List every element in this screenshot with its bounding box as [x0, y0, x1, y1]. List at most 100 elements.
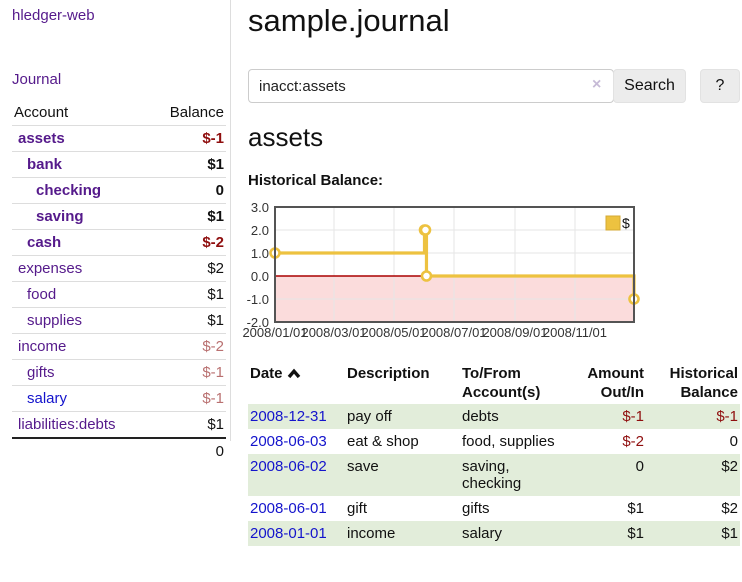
date-column-header[interactable]: Date [248, 362, 345, 404]
account-link[interactable]: income [18, 338, 67, 355]
search-input[interactable] [248, 69, 614, 103]
account-name-cell: bank [12, 151, 150, 178]
transaction-date-link[interactable]: 2008-06-03 [250, 433, 327, 450]
account-link[interactable]: assets [18, 130, 65, 147]
svg-text:1.0: 1.0 [251, 246, 269, 261]
svg-text:-2.0: -2.0 [247, 315, 269, 330]
account-balance: $-2 [149, 333, 226, 360]
transaction-row: 2008-06-03 eat & shop food, supplies $-2 0 [248, 429, 740, 454]
sidebar: hledger-web Journal Account Balance asse… [0, 0, 231, 464]
accounts-table-header: Account Balance [12, 100, 226, 126]
transaction-description: income [347, 525, 396, 542]
account-row: bank $1 [12, 151, 226, 178]
svg-text:2008/01/01: 2008/01/01 [242, 325, 307, 340]
svg-text:3.0: 3.0 [251, 200, 269, 215]
account-link[interactable]: gifts [27, 364, 55, 381]
transaction-amount: 0 [635, 458, 644, 475]
balance-column-header: Balance [169, 104, 224, 121]
transactions-table: Date Description To/From Account(s) Amou… [248, 362, 740, 546]
account-link[interactable]: supplies [27, 312, 83, 329]
transaction-balance: $2 [721, 500, 738, 517]
svg-text:$: $ [622, 215, 630, 231]
transaction-date-link[interactable]: 2008-06-02 [250, 458, 327, 475]
page-title: sample.journal [248, 3, 450, 38]
transaction-accounts: food, supplies [462, 433, 555, 450]
account-link[interactable]: salary [27, 390, 68, 407]
account-name-cell: assets [12, 125, 150, 152]
account-row: food $1 [12, 281, 226, 308]
account-link[interactable]: food [27, 286, 57, 303]
svg-text:2008/07/01: 2008/07/01 [421, 325, 486, 340]
account-row: cash $-2 [12, 229, 226, 256]
transaction-description: gift [347, 500, 368, 517]
transaction-row: 2008-06-01 gift gifts $1 $2 [248, 496, 740, 521]
sidebar-item-journal[interactable]: Journal [12, 71, 62, 88]
account-row: checking 0 [12, 177, 226, 204]
transaction-amount: $1 [627, 525, 644, 542]
svg-text:2008/11/01: 2008/11/01 [543, 325, 607, 340]
transaction-description: eat & shop [347, 433, 419, 450]
account-name-cell: cash [12, 229, 150, 256]
app-title-link[interactable]: hledger-web [12, 7, 95, 24]
transaction-amount: $-2 [622, 433, 644, 450]
sort-ascending-icon [287, 365, 301, 384]
account-name-cell: expenses [12, 255, 150, 282]
account-name-cell: supplies [12, 307, 150, 334]
accounts-total-spacer [12, 437, 150, 464]
transaction-amount: $1 [627, 500, 644, 517]
transaction-accounts: gifts [462, 500, 490, 517]
svg-text:0.0: 0.0 [251, 269, 269, 284]
account-row: gifts $-1 [12, 359, 226, 386]
account-row: salary $-1 [12, 385, 226, 412]
transaction-date-cell: 2008-06-01 [248, 496, 345, 521]
svg-text:-1.0: -1.0 [247, 292, 269, 307]
transaction-row: 2008-06-02 save saving, checking 0 $2 [248, 454, 740, 496]
account-balance: $-1 [149, 125, 226, 152]
account-link[interactable]: liabilities:debts [18, 416, 116, 433]
account-name-cell: food [12, 281, 150, 308]
account-name-cell: checking [12, 177, 150, 204]
account-name-cell: saving [12, 203, 150, 230]
search-button[interactable]: Search [613, 69, 686, 103]
transaction-accounts: debts [462, 408, 499, 425]
transaction-date-cell: 2008-12-31 [248, 404, 345, 429]
account-balance: $-1 [149, 385, 226, 412]
svg-text:2008/03/01: 2008/03/01 [301, 325, 366, 340]
account-link[interactable]: checking [36, 182, 102, 199]
account-heading: assets [248, 122, 324, 152]
account-link[interactable]: expenses [18, 260, 83, 277]
account-name-cell: salary [12, 385, 150, 412]
account-balance: $1 [149, 411, 226, 438]
transaction-date-link[interactable]: 2008-06-01 [250, 500, 327, 517]
accounts-column-header: To/From Account(s) [462, 365, 541, 401]
accounts-table: Account Balance assets $-1 bank $1 checking 0… [12, 100, 226, 464]
balance-column-header: Historical Balance [669, 365, 738, 401]
transaction-date-link[interactable]: 2008-01-01 [250, 525, 327, 542]
account-link[interactable]: cash [27, 234, 62, 251]
account-link[interactable]: bank [27, 156, 63, 173]
clear-search-icon[interactable]: × [592, 76, 602, 93]
account-row: income $-2 [12, 333, 226, 360]
account-row: assets $-1 [12, 125, 226, 152]
transaction-row: 2008-12-31 pay off debts $-1 $-1 [248, 404, 740, 429]
transaction-description: pay off [347, 408, 392, 425]
transaction-balance: $1 [721, 525, 738, 542]
transaction-balance: $-1 [716, 408, 738, 425]
svg-text:2008/05/01: 2008/05/01 [361, 325, 426, 340]
account-row: expenses $2 [12, 255, 226, 282]
account-link[interactable]: saving [36, 208, 84, 225]
account-balance: $1 [149, 281, 226, 308]
help-button[interactable]: ? [700, 69, 740, 103]
accounts-total-row: 0 [12, 437, 226, 464]
svg-text:2.0: 2.0 [251, 223, 269, 238]
transaction-date-cell: 2008-06-03 [248, 429, 345, 454]
account-balance: $1 [149, 203, 226, 230]
account-row: supplies $1 [12, 307, 226, 334]
transaction-date-link[interactable]: 2008-12-31 [250, 408, 327, 425]
account-balance: $1 [149, 151, 226, 178]
transaction-amount: $-1 [622, 408, 644, 425]
transaction-balance: 0 [729, 433, 738, 450]
account-balance: $1 [149, 307, 226, 334]
transaction-balance: $2 [721, 458, 738, 475]
account-row: liabilities:debts $1 [12, 411, 226, 438]
